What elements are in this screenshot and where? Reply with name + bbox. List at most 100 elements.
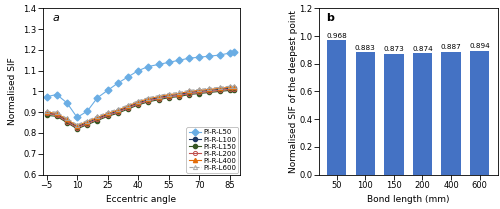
PI-R-L150 — [216, 90, 222, 93]
PI-R-L100 — [216, 88, 222, 91]
Bar — [470, 51, 490, 175]
PI-R-L400 — [64, 118, 70, 121]
PI-R-L100 — [206, 89, 212, 92]
PI-R-L50 — [135, 69, 141, 72]
Bar — [442, 52, 461, 175]
PI-R-L150 — [196, 92, 202, 95]
PI-R-L200 — [156, 97, 162, 100]
Line: PI-R-L400: PI-R-L400 — [44, 85, 236, 128]
PI-R-L400 — [44, 111, 50, 113]
Y-axis label: Normalised SIF of the deepest point: Normalised SIF of the deepest point — [289, 10, 298, 173]
PI-R-L150 — [115, 112, 121, 115]
PI-R-L200 — [104, 114, 110, 117]
PI-R-L200 — [74, 126, 80, 129]
PI-R-L150 — [166, 96, 172, 99]
PI-R-L50 — [125, 76, 131, 78]
Line: PI-R-L50: PI-R-L50 — [44, 50, 236, 120]
PI-R-L150 — [156, 98, 162, 101]
PI-R-L100 — [231, 87, 237, 90]
PI-R-L600 — [104, 111, 110, 113]
PI-R-L600 — [135, 99, 141, 102]
PI-R-L400 — [135, 101, 141, 103]
PI-R-L100 — [166, 94, 172, 97]
PI-R-L600 — [206, 87, 212, 90]
Bar — [413, 54, 432, 175]
PI-R-L200 — [64, 120, 70, 123]
PI-R-L150 — [231, 89, 237, 92]
PI-R-L600 — [196, 88, 202, 91]
PI-R-L200 — [186, 92, 192, 95]
PI-R-L600 — [94, 115, 100, 118]
Legend: PI-R-L50, PI-R-L100, PI-R-L150, PI-R-L200, PI-R-L400, PI-R-L600: PI-R-L50, PI-R-L100, PI-R-L150, PI-R-L20… — [186, 127, 238, 173]
PI-R-L600 — [84, 119, 90, 122]
PI-R-L400 — [226, 86, 232, 89]
PI-R-L600 — [166, 92, 172, 95]
PI-R-L100 — [196, 90, 202, 93]
PI-R-L400 — [196, 89, 202, 92]
PI-R-L600 — [176, 91, 182, 94]
PI-R-L400 — [104, 112, 110, 115]
PI-R-L150 — [54, 115, 60, 118]
PI-R-L150 — [94, 119, 100, 122]
Text: 0.894: 0.894 — [470, 43, 490, 49]
Text: a: a — [52, 13, 59, 23]
PI-R-L50 — [186, 57, 192, 60]
PI-R-L400 — [231, 86, 237, 89]
PI-R-L150 — [125, 108, 131, 110]
PI-R-L100 — [44, 112, 50, 115]
PI-R-L600 — [226, 85, 232, 88]
PI-R-L50 — [231, 51, 237, 53]
PI-R-L200 — [206, 90, 212, 93]
PI-R-L400 — [125, 105, 131, 107]
PI-R-L50 — [84, 110, 90, 112]
PI-R-L100 — [146, 98, 152, 101]
PI-R-L100 — [64, 119, 70, 122]
PI-R-L400 — [115, 109, 121, 111]
PI-R-L150 — [176, 95, 182, 98]
PI-R-L400 — [206, 88, 212, 91]
PI-R-L50 — [176, 59, 182, 61]
PI-R-L100 — [176, 93, 182, 96]
PI-R-L600 — [156, 94, 162, 97]
PI-R-L50 — [115, 82, 121, 84]
PI-R-L200 — [166, 95, 172, 98]
PI-R-L400 — [216, 87, 222, 90]
PI-R-L200 — [135, 103, 141, 105]
Bar — [384, 54, 404, 175]
PI-R-L50 — [44, 95, 50, 98]
Text: b: b — [326, 13, 334, 23]
PI-R-L150 — [146, 101, 152, 103]
PI-R-L150 — [186, 93, 192, 96]
Text: 0.968: 0.968 — [326, 33, 347, 39]
PI-R-L100 — [104, 113, 110, 116]
PI-R-L600 — [54, 111, 60, 113]
PI-R-L600 — [74, 123, 80, 126]
PI-R-L100 — [74, 125, 80, 128]
PI-R-L400 — [94, 116, 100, 119]
PI-R-L400 — [176, 92, 182, 95]
PI-R-L150 — [206, 91, 212, 94]
PI-R-L600 — [115, 108, 121, 110]
PI-R-L400 — [84, 120, 90, 123]
Line: PI-R-L150: PI-R-L150 — [44, 88, 236, 131]
PI-R-L600 — [231, 85, 237, 88]
PI-R-L600 — [64, 117, 70, 120]
PI-R-L150 — [64, 121, 70, 124]
PI-R-L100 — [94, 117, 100, 120]
PI-R-L200 — [125, 107, 131, 109]
PI-R-L400 — [156, 95, 162, 98]
PI-R-L100 — [186, 91, 192, 94]
PI-R-L150 — [104, 115, 110, 118]
PI-R-L200 — [44, 112, 50, 115]
PI-R-L50 — [156, 63, 162, 66]
PI-R-L50 — [64, 102, 70, 104]
PI-R-L100 — [135, 102, 141, 104]
PI-R-L100 — [156, 96, 162, 99]
PI-R-L50 — [104, 89, 110, 92]
PI-R-L50 — [206, 55, 212, 57]
Text: 0.887: 0.887 — [440, 44, 462, 50]
PI-R-L200 — [226, 88, 232, 91]
Line: PI-R-L100: PI-R-L100 — [44, 86, 236, 129]
PI-R-L600 — [146, 96, 152, 99]
PI-R-L150 — [226, 89, 232, 92]
